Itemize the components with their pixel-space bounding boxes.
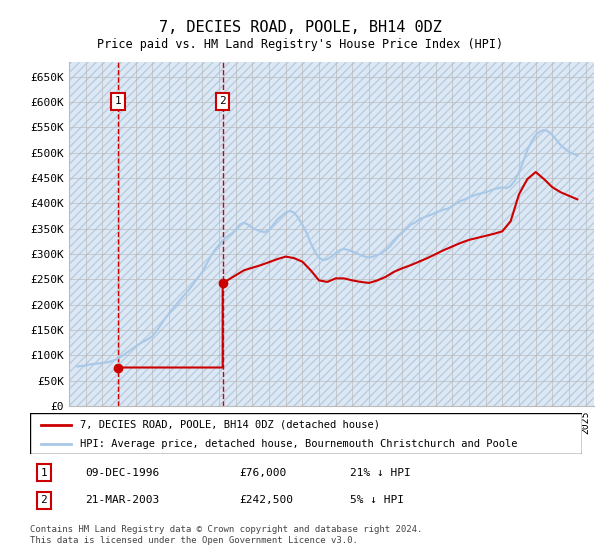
Text: Price paid vs. HM Land Registry's House Price Index (HPI): Price paid vs. HM Land Registry's House … [97,38,503,51]
Text: 21% ↓ HPI: 21% ↓ HPI [350,468,411,478]
Text: Contains HM Land Registry data © Crown copyright and database right 2024.
This d: Contains HM Land Registry data © Crown c… [30,525,422,545]
Text: 2: 2 [219,96,226,106]
Text: £242,500: £242,500 [240,496,294,506]
Text: £76,000: £76,000 [240,468,287,478]
Text: 5% ↓ HPI: 5% ↓ HPI [350,496,404,506]
Text: 7, DECIES ROAD, POOLE, BH14 0DZ: 7, DECIES ROAD, POOLE, BH14 0DZ [158,20,442,35]
Text: 21-MAR-2003: 21-MAR-2003 [85,496,160,506]
FancyBboxPatch shape [30,413,582,454]
Text: 09-DEC-1996: 09-DEC-1996 [85,468,160,478]
Text: HPI: Average price, detached house, Bournemouth Christchurch and Poole: HPI: Average price, detached house, Bour… [80,438,517,449]
Text: 1: 1 [115,96,121,106]
Text: 1: 1 [40,468,47,478]
Text: 7, DECIES ROAD, POOLE, BH14 0DZ (detached house): 7, DECIES ROAD, POOLE, BH14 0DZ (detache… [80,419,380,430]
Text: 2: 2 [40,496,47,506]
